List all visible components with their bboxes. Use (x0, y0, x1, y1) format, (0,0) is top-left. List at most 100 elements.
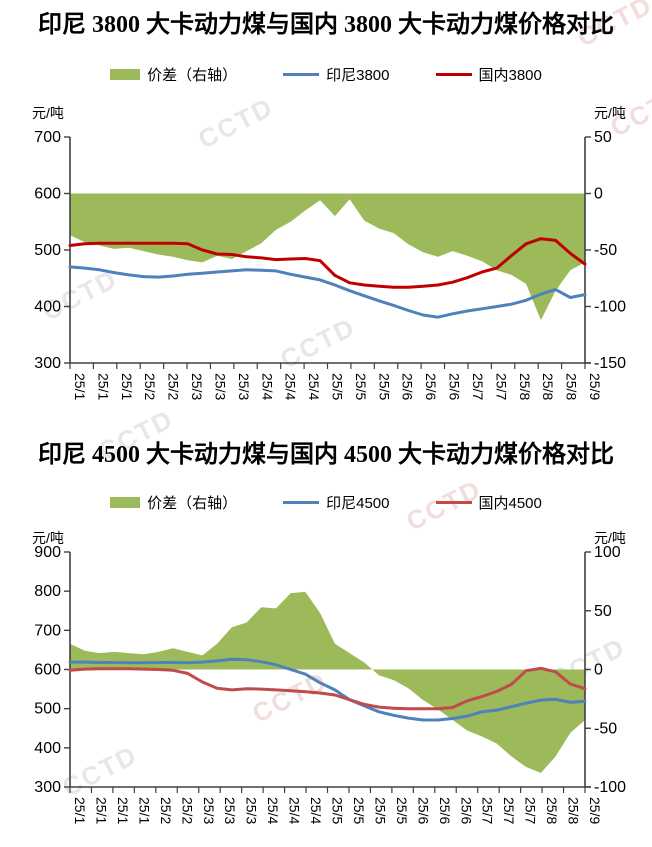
x-axis-tick-label: 25/1 (72, 797, 88, 824)
right-axis-tick-label: 0 (594, 662, 603, 679)
right-axis-tick-label: 100 (594, 544, 621, 561)
x-axis-tick-label: 25/4 (287, 797, 303, 824)
x-axis-tick-label: 25/5 (376, 373, 392, 400)
x-axis-tick-label: 25/3 (201, 797, 217, 824)
left-axis-tick-label: 400 (34, 299, 61, 316)
right-axis-tick-label: 0 (594, 186, 603, 203)
x-axis-tick-label: 25/8 (566, 797, 582, 824)
left-axis-tick-label: 600 (34, 662, 61, 679)
x-axis-tick-label: 25/3 (222, 797, 238, 824)
x-axis-tick-label: 25/4 (306, 373, 322, 400)
legend-label: 印尼4500 (326, 495, 390, 512)
x-axis-tick-label: 25/8 (564, 373, 580, 400)
x-axis-tick-label: 25/9 (587, 797, 603, 824)
legend-3800: 价差（右轴） 印尼3800 国内3800 (0, 64, 652, 85)
series-line-印尼3800 (68, 265, 587, 319)
x-axis-tick-label: 25/1 (115, 797, 131, 824)
left-axis-tick-label: 700 (34, 129, 61, 146)
x-axis-tick-label: 25/6 (458, 797, 474, 824)
x-axis-tick-label: 25/3 (189, 373, 205, 400)
left-axis-tick-label: 600 (34, 186, 61, 203)
right-axis-tick-label: -150 (594, 355, 626, 372)
x-axis-tick-label: 25/8 (517, 373, 533, 400)
chart-title-3800: 印尼 3800 大卡动力煤与国内 3800 大卡动力煤价格对比 (38, 12, 614, 38)
x-axis-tick-label: 25/5 (330, 373, 346, 400)
legend-area-swatch (110, 69, 141, 80)
legend-label: 国内3800 (478, 67, 542, 84)
left-axis-tick-label: 400 (34, 740, 61, 757)
right-axis-unit-3800: 元/吨 (594, 105, 626, 121)
x-axis-tick-label: 25/6 (437, 797, 453, 824)
x-axis-tick-label: 25/3 (212, 373, 228, 400)
x-axis-tick-label: 25/5 (372, 797, 388, 824)
x-axis-tick-label: 25/1 (136, 797, 152, 824)
x-axis-tick-label: 25/7 (493, 373, 509, 400)
x-axis-tick-label: 25/8 (544, 797, 560, 824)
legend-line-swatch (283, 73, 320, 76)
x-axis-tick-label: 25/1 (95, 373, 111, 400)
right-axis-tick-label: -50 (594, 242, 617, 259)
legend-item: 价差（右轴） (110, 64, 237, 85)
x-axis-tick-label: 25/2 (166, 373, 182, 400)
legend-label: 印尼3800 (326, 67, 390, 84)
x-axis-tick-label: 25/7 (501, 797, 517, 824)
right-axis-tick-label: -100 (594, 299, 626, 316)
x-axis-tick-label: 25/5 (353, 373, 369, 400)
x-axis-tick-label: 25/3 (244, 797, 260, 824)
x-axis-tick-label: 25/4 (283, 373, 299, 400)
right-axis-tick-label: 50 (594, 129, 612, 146)
legend-label: 国内4500 (478, 495, 542, 512)
left-axis-unit-3800: 元/吨 (32, 105, 64, 121)
x-axis-tick-label: 25/4 (265, 797, 281, 824)
legend-item: 价差（右轴） (110, 492, 237, 513)
legend-label: 价差（右轴） (147, 495, 238, 512)
x-axis-tick-label: 25/2 (158, 797, 174, 824)
legend-item: 印尼3800 (283, 64, 390, 85)
series-area-价差（右轴） (70, 591, 585, 773)
x-axis-tick-label: 25/7 (480, 797, 496, 824)
x-axis-tick-label: 25/4 (259, 373, 275, 400)
x-axis-tick-label: 25/6 (415, 797, 431, 824)
left-axis-tick-label: 700 (34, 622, 61, 639)
left-axis-tick-label: 900 (34, 544, 61, 561)
x-axis-tick-label: 25/5 (330, 797, 346, 824)
x-axis-tick-label: 25/6 (400, 373, 416, 400)
left-axis-tick-label: 300 (34, 779, 61, 796)
legend-item: 国内4500 (435, 492, 542, 513)
left-axis-unit-4500: 元/吨 (32, 530, 64, 546)
legend-line-swatch (435, 501, 472, 504)
legend-area-swatch (110, 497, 141, 508)
series-line-国内3800 (68, 237, 587, 289)
x-axis-tick-label: 25/3 (236, 373, 252, 400)
x-axis-tick-label: 25/5 (394, 797, 410, 824)
right-axis-tick-label: -50 (594, 720, 617, 737)
x-axis-tick-label: 25/7 (470, 373, 486, 400)
x-axis-tick-label: 25/5 (351, 797, 367, 824)
x-axis-tick-label: 25/7 (523, 797, 539, 824)
x-axis-tick-label: 25/8 (540, 373, 556, 400)
chart-title-4500: 印尼 4500 大卡动力煤与国内 4500 大卡动力煤价格对比 (38, 442, 614, 468)
series-line-印尼4500 (68, 657, 587, 722)
x-axis-tick-label: 25/6 (447, 373, 463, 400)
x-axis-tick-label: 25/1 (93, 797, 109, 824)
x-axis-tick-label: 25/6 (423, 373, 439, 400)
legend-line-swatch (435, 73, 472, 76)
x-axis-tick-label: 25/2 (142, 373, 158, 400)
left-axis-tick-label: 800 (34, 583, 61, 600)
legend-item: 国内3800 (435, 64, 542, 85)
right-axis-unit-4500: 元/吨 (594, 530, 626, 546)
x-axis-tick-label: 25/9 (587, 373, 603, 400)
legend-label: 价差（右轴） (147, 67, 238, 84)
x-axis-tick-label: 25/1 (72, 373, 88, 400)
right-axis-tick-label: 50 (594, 603, 612, 620)
series-line-国内4500 (68, 666, 587, 711)
legend-line-swatch (283, 501, 320, 504)
legend-4500: 价差（右轴） 印尼4500 国内4500 (0, 492, 652, 513)
x-axis-tick-label: 25/4 (308, 797, 324, 824)
left-axis-tick-label: 500 (34, 242, 61, 259)
right-axis-tick-label: -100 (594, 779, 626, 796)
left-axis-tick-label: 500 (34, 701, 61, 718)
